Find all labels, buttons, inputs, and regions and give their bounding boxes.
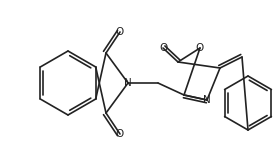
Text: O: O xyxy=(159,43,167,53)
Text: O: O xyxy=(196,43,204,53)
Text: N: N xyxy=(203,95,211,105)
Text: O: O xyxy=(116,27,124,37)
Text: O: O xyxy=(116,129,124,139)
Text: N: N xyxy=(124,78,132,88)
